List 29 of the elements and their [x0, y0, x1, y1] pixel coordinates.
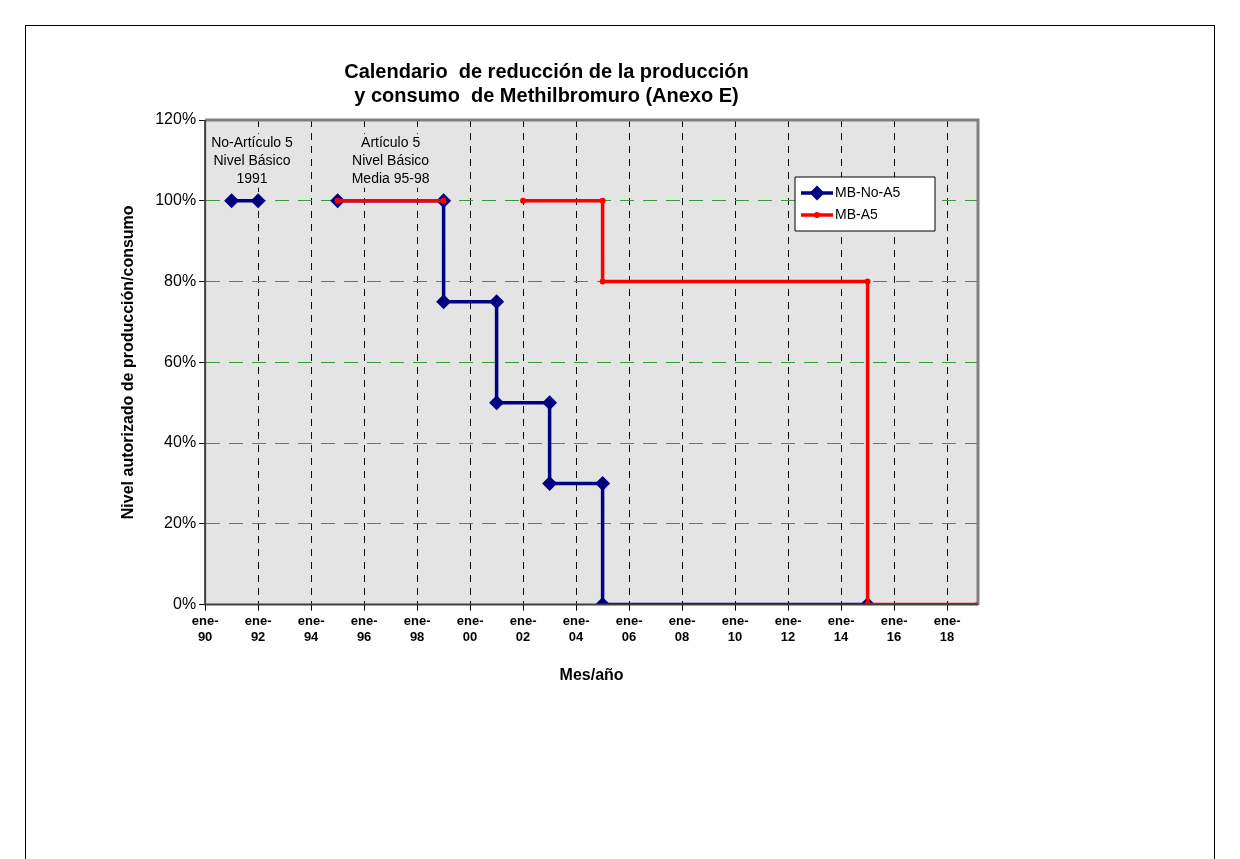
x-tick-label: ene-92 — [244, 612, 272, 644]
x-tick-label: ene-06 — [615, 612, 643, 644]
y-tick-label: 60% — [164, 352, 197, 370]
y-tick-label: 20% — [164, 514, 197, 532]
y-tick-label: 120% — [155, 110, 197, 128]
x-tick-label: ene-14 — [827, 612, 855, 644]
x-tick-label: ene-98 — [403, 612, 431, 644]
x-tick-label: ene-16 — [880, 612, 908, 644]
chart-title: Calendario de reducción de la producción y consumo de Methilbromuro (Anexo E) — [344, 59, 749, 106]
legend-label: MB-A5 — [835, 205, 878, 222]
legend-label: MB-No-A5 — [835, 183, 901, 200]
x-tick-label: ene-12 — [774, 612, 802, 644]
x-tick-label: ene-90 — [191, 612, 219, 644]
x-tick-label: ene-04 — [562, 612, 590, 644]
y-tick-label: 80% — [164, 271, 197, 289]
y-axis-title: Nivel autorizado de producción/consumo — [119, 205, 137, 520]
x-tick-label: ene-00 — [456, 612, 484, 644]
x-tick-label: ene-18 — [933, 612, 961, 644]
annotation: Artículo 5 Nivel Básico Media 95-98 — [351, 133, 430, 186]
x-axis-title: Mes/año — [559, 665, 624, 683]
y-tick-label: 100% — [155, 191, 197, 209]
x-tick-label: ene-02 — [509, 612, 537, 644]
y-tick-label: 40% — [164, 433, 197, 451]
y-tick-label: 0% — [173, 595, 197, 613]
x-tick-label: ene-10 — [721, 612, 749, 644]
x-tick-label: ene-96 — [350, 612, 378, 644]
x-tick-label: ene-94 — [297, 612, 325, 644]
annotation: No-Artículo 5 Nivel Básico 1991 — [211, 133, 294, 186]
x-tick-label: ene-08 — [668, 612, 696, 644]
